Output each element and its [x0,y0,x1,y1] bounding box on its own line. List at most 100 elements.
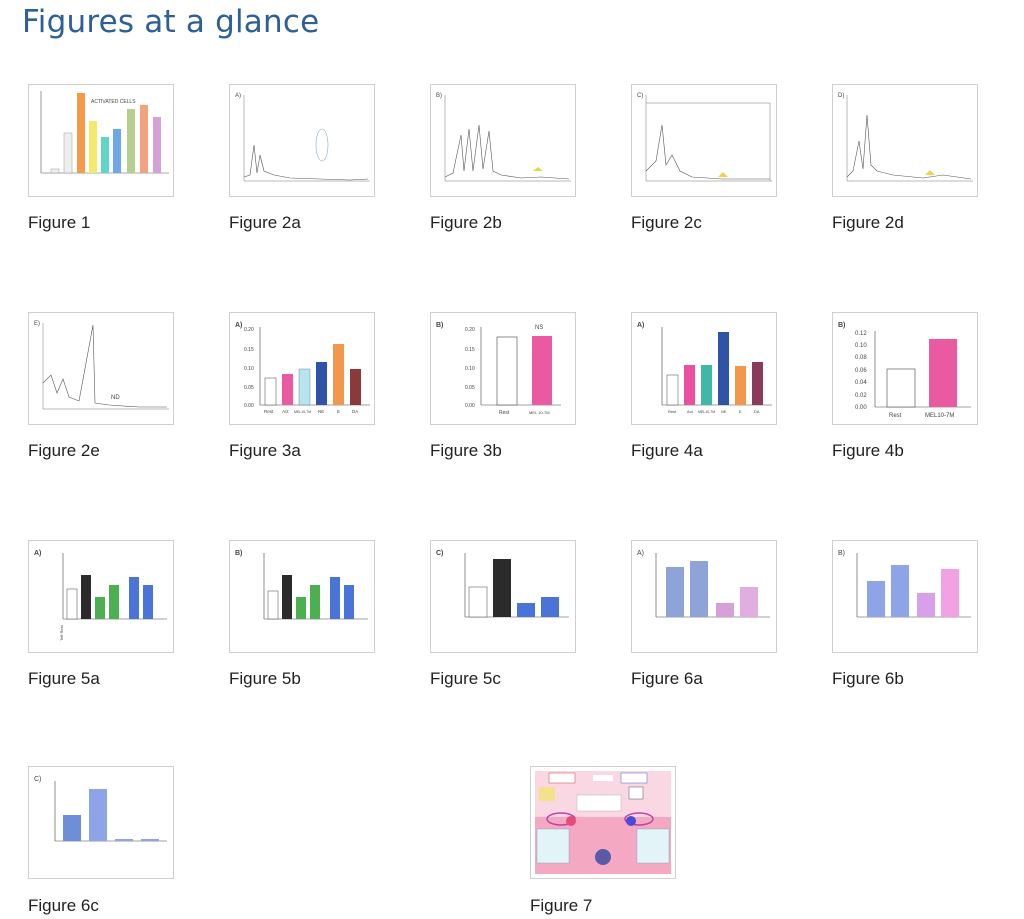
figure-6a-chart: A) [637,550,770,618]
figure-4b-thumbnail[interactable]: B) 0.12 0.10 0.08 0.06 0.04 0.02 0.00 Re… [832,312,978,425]
figure-1-thumbnail[interactable]: ACTIVATED CELLS [28,84,174,197]
figure-2e-chart: E) ND [34,321,169,410]
figure-4b-ytick-6: 0.00 [855,405,867,411]
figure-6a-caption[interactable]: Figure 6a [631,669,703,688]
figure-3b-xlabel-0: Rest [499,410,510,416]
figure-6b-chart: B) [838,550,971,618]
figure-3a-xlabel-4: E [337,409,340,414]
figure-3a-xlabel-2: MEL10-7M [294,410,311,414]
figure-2d-thumbnail[interactable]: D) [832,84,978,197]
figure-4b-xlabel-1: MEL10-7M [925,413,954,419]
figure-5c-chart: C) [436,550,569,618]
figure-2b-chart: B) [436,93,571,182]
figure-3b-ytick-0: 0.20 [465,327,475,333]
figure-2b-caption[interactable]: Figure 2b [430,213,502,232]
figure-2a-thumbnail[interactable]: A) [229,84,375,197]
figure-5b-caption[interactable]: Figure 5b [229,669,301,688]
figure-4b-panel: B) [838,322,845,329]
figure-4a-panel: A) [637,322,644,329]
figure-2c-caption[interactable]: Figure 2c [631,213,702,232]
figure-4b-xlabel-0: Rest [889,413,902,419]
figure-2d-caption[interactable]: Figure 2d [832,213,904,232]
figure-4b-ytick-2: 0.08 [855,355,867,361]
figure-3b-note: NS [535,325,543,331]
figure-2e-caption[interactable]: Figure 2e [28,441,100,460]
figure-3a-ytick-2: 0.10 [244,366,254,372]
figure-3b-ytick-4: 0.00 [465,403,475,409]
figure-3a-ytick-3: 0.05 [244,385,254,391]
page-title: Figures at a glance [22,4,320,40]
figure-7-thumbnail[interactable] [530,766,676,879]
figure-1-note: ACTIVATED CELLS [91,99,136,105]
figure-4a-chart: A) Rest Act MEL10-7M NE E DA [637,322,772,414]
figure-5b-chart: B) [235,550,368,620]
figure-5a-panel: A) [34,550,41,557]
figure-2e-thumbnail[interactable]: E) ND [28,312,174,425]
figure-4b-ytick-5: 0.02 [855,393,867,399]
figure-2e-panel: E) [34,321,40,327]
figure-1-caption[interactable]: Figure 1 [28,213,91,232]
figure-4a-xlabel-3: NE [721,409,727,414]
figure-5a-xlabel-0: Teff Rest [59,624,64,641]
figure-6c-panel: C) [34,776,41,783]
figure-1-chart: ACTIVATED CELLS [40,91,169,174]
figure-6c-caption[interactable]: Figure 6c [28,896,99,915]
figure-4a-xlabel-0: Rest [668,409,677,414]
figure-3b-panel: B) [436,322,443,329]
figure-5c-panel: C) [436,550,443,557]
figure-7-diagram [535,771,671,874]
figure-5a-caption[interactable]: Figure 5a [28,669,100,688]
figure-3a-xlabel-0: Rest [264,409,274,414]
figure-2c-thumbnail[interactable]: C) [631,84,777,197]
figure-3a-chart: A) 0.20 0.15 0.10 0.05 0.00 Rest Act MEL… [235,322,370,414]
figure-5b-panel: B) [235,550,242,557]
figure-6b-thumbnail[interactable]: B) [832,540,978,653]
figure-3a-xlabel-1: Act [282,409,289,414]
figure-6c-thumbnail[interactable]: C) [28,766,174,879]
figure-3b-caption[interactable]: Figure 3b [430,441,502,460]
figure-3b-ytick-1: 0.15 [465,347,475,353]
figure-2c-chart: C) [637,93,772,182]
figure-4a-xlabel-2: MEL10-7M [698,410,715,414]
figure-3b-thumbnail[interactable]: B) 0.20 0.15 0.10 0.05 0.00 NS Rest MEL … [430,312,576,425]
figure-3b-ytick-3: 0.05 [465,385,475,391]
figure-4a-caption[interactable]: Figure 4a [631,441,703,460]
figure-4b-ytick-0: 0.12 [855,331,867,337]
figure-3a-panel: A) [235,322,242,329]
figure-4b-ytick-1: 0.10 [855,343,867,349]
figure-3a-ytick-0: 0.20 [244,327,254,333]
figure-5c-thumbnail[interactable]: C) [430,540,576,653]
figure-2a-panel: A) [235,93,241,99]
figure-3a-caption[interactable]: Figure 3a [229,441,301,460]
figure-4a-xlabel-5: DA [754,409,760,414]
figure-2a-caption[interactable]: Figure 2a [229,213,301,232]
figure-4b-chart: B) 0.12 0.10 0.08 0.06 0.04 0.02 0.00 Re… [838,322,971,419]
figure-3a-xlabel-5: DA [352,409,358,414]
figure-2c-panel: C) [637,93,643,99]
figure-2b-thumbnail[interactable]: B) [430,84,576,197]
figure-7-caption[interactable]: Figure 7 [530,896,593,915]
figure-3a-thumbnail[interactable]: A) 0.20 0.15 0.10 0.05 0.00 Rest Act MEL… [229,312,375,425]
figure-2e-note: ND [111,395,120,401]
figure-6a-panel: A) [637,550,644,557]
figure-6b-panel: B) [838,550,845,557]
figure-4a-xlabel-4: E [739,409,742,414]
figure-4b-ytick-4: 0.04 [855,380,867,386]
figure-4b-ytick-3: 0.06 [855,368,867,374]
figure-3a-ytick-1: 0.15 [244,347,254,353]
figure-4b-caption[interactable]: Figure 4b [832,441,904,460]
figure-6a-thumbnail[interactable]: A) [631,540,777,653]
figure-3b-xlabel-1: MEL 10-7M [529,410,550,415]
figure-5b-thumbnail[interactable]: B) [229,540,375,653]
figure-2d-chart: D) [838,93,973,182]
figure-5c-caption[interactable]: Figure 5c [430,669,501,688]
figure-3b-chart: B) 0.20 0.15 0.10 0.05 0.00 NS Rest MEL … [436,322,561,416]
figure-2d-panel: D) [838,93,844,99]
figure-4a-xlabel-1: Act [687,409,694,414]
figure-2b-panel: B) [436,93,442,99]
figure-2a-chart: A) [235,93,370,182]
figure-6c-chart: C) [34,776,167,842]
figure-4a-thumbnail[interactable]: A) Rest Act MEL10-7M NE E DA [631,312,777,425]
figure-5a-thumbnail[interactable]: A) Teff Rest [28,540,174,653]
figure-6b-caption[interactable]: Figure 6b [832,669,904,688]
